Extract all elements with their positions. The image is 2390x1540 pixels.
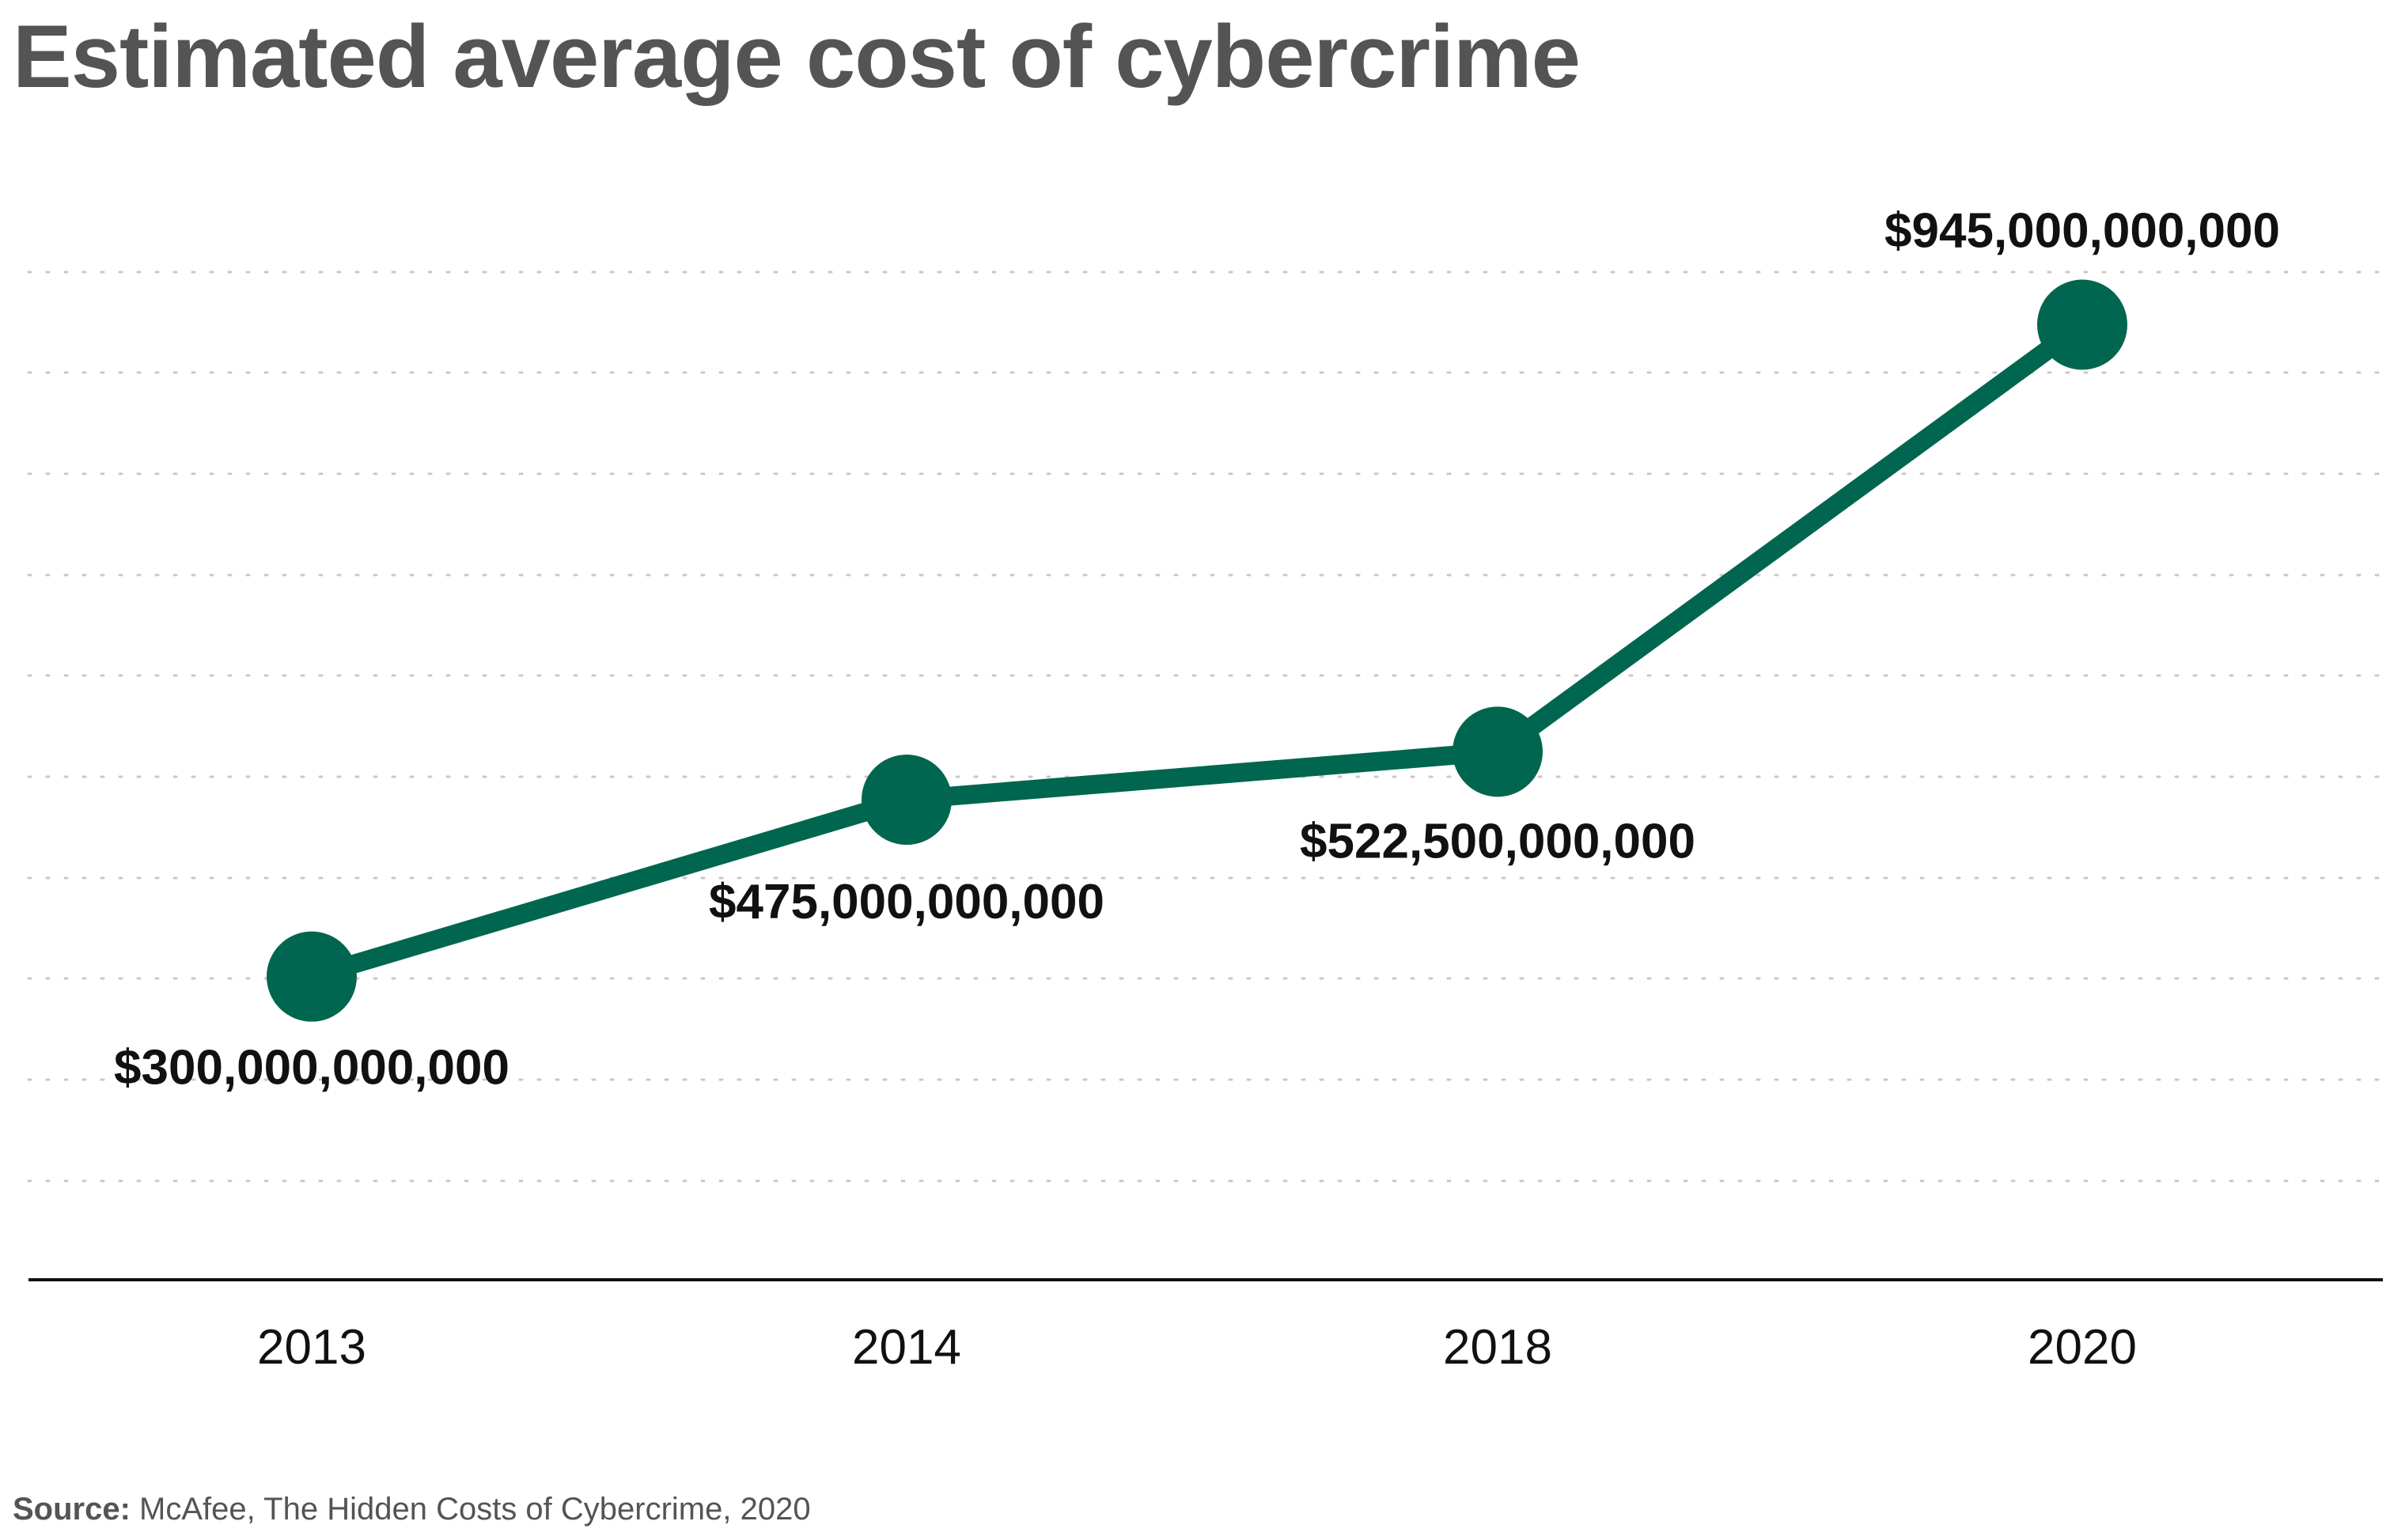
data-point-2013 [267,931,357,1022]
data-point-2014 [862,755,952,846]
data-label-2014: $475,000,000,000 [709,875,1104,929]
chart-title: Estimated average cost of cybercrime [13,7,1581,106]
series-line-layer [302,315,2092,986]
source-note: Source: McAfee, The Hidden Costs of Cybe… [13,1485,811,1533]
data-labels: $300,000,000,000 $475,000,000,000 $522,500… [114,203,2280,1095]
data-label-2018: $522,500,000,000 [1300,814,1695,868]
x-tick-label-2018: 2018 [1443,1320,1552,1375]
data-points [267,279,2127,1022]
data-point-2020 [2037,279,2127,370]
data-point-2018 [1453,706,1543,797]
source-text: McAfee, The Hidden Costs of Cybercrime, … [130,1492,811,1527]
x-tick-labels: 2013 2014 2018 2020 [257,1320,2137,1375]
data-label-2013: $300,000,000,000 [114,1041,509,1095]
x-tick-label-2013: 2013 [257,1320,366,1375]
source-prefix: Source: [13,1492,131,1527]
x-tick-label-2014: 2014 [852,1320,961,1375]
data-label-2020: $945,000,000,000 [1884,203,2280,258]
x-tick-label-2020: 2020 [2028,1320,2137,1375]
series-line [302,315,2092,986]
